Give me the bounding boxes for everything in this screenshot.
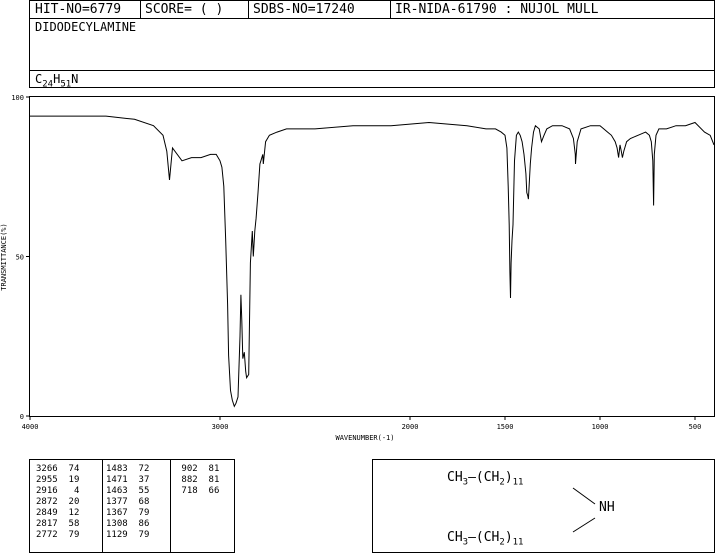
x-axis-label: WAVENUMBER(-1) [335,434,394,442]
score: SCORE= ( ) [145,2,224,17]
peak-table: 3266 74 2955 19 2916 4 2872 20 2849 12 2817 5… [29,459,235,553]
peak-transmittance: 72 [127,464,150,474]
peak-row: 2849 12 [36,508,79,519]
peak-row: 1483 72 [106,464,149,475]
peak-transmittance: 81 [197,475,220,485]
bond-lines [572,487,596,533]
peak-transmittance: 19 [57,475,80,485]
y-tick-label: 100 [11,94,24,102]
y-axis-label: TRANSMITTANCE(%) [0,223,8,290]
peak-wavenumber: 1308 [106,519,128,529]
peak-row: 2772 79 [36,530,79,541]
ir-nida-info: IR-NIDA-61790 : NUJOL MULL [395,2,599,17]
x-tick-label: 2000 [402,423,419,431]
peak-transmittance: 68 [127,497,150,507]
peak-transmittance: 81 [197,464,220,474]
x-tick-label: 1500 [497,423,514,431]
y-tick-label: 0 [20,413,24,421]
peak-transmittance: 74 [57,464,80,474]
peak-wavenumber: 882 [176,475,198,485]
peak-wavenumber: 2817 [36,519,58,529]
peak-wavenumber: 3266 [36,464,58,474]
structure-row-1: CH3—(CH2)11 [447,470,524,488]
peak-row: 1367 79 [106,508,149,519]
x-axis-ticks: 4000 3000 2000 1500 1000 500 [22,416,702,431]
amine-nh: NH [599,500,615,515]
structure-row-2: CH3—(CH2)11 [447,530,524,548]
hit-number: HIT-NO=6779 [35,2,122,17]
structure-box: CH3—(CH2)11 NH CH3—(CH2)11 [372,459,715,553]
peak-transmittance: 20 [57,497,80,507]
peak-row: 902 81 [176,464,219,475]
peak-column-3: 902 81 882 81 718 66 [176,464,219,497]
x-tick-label: 500 [689,423,702,431]
x-tick-label: 3000 [212,423,229,431]
peak-transmittance: 86 [127,519,150,529]
peak-wavenumber: 1471 [106,475,128,485]
peak-transmittance: 79 [127,508,150,518]
peak-row: 2955 19 [36,475,79,486]
peak-row: 882 81 [176,475,219,486]
peak-wavenumber: 1483 [106,464,128,474]
ir-spectrum-chart: 4000 3000 2000 1500 1000 500 0 50 100 WAVENUMBE… [0,94,715,442]
peak-wavenumber: 2955 [36,475,58,485]
peak-row: 1377 68 [106,497,149,508]
x-tick-label: 4000 [22,423,39,431]
peak-wavenumber: 2916 [36,486,58,496]
peak-row: 1463 55 [106,486,149,497]
peak-transmittance: 37 [127,475,150,485]
peak-transmittance: 55 [127,486,150,496]
peak-wavenumber: 2872 [36,497,58,507]
plot-frame [29,96,715,417]
peak-transmittance: 79 [57,530,80,540]
peak-transmittance: 58 [57,519,80,529]
peak-wavenumber: 1463 [106,486,128,496]
peak-transmittance: 79 [127,530,150,540]
peak-row: 2872 20 [36,497,79,508]
y-tick-label: 50 [16,254,24,262]
peak-row: 1308 86 [106,519,149,530]
peak-row: 718 66 [176,486,219,497]
peak-row: 1471 37 [106,475,149,486]
peak-row: 1129 79 [106,530,149,541]
peak-row: 2817 58 [36,519,79,530]
peak-transmittance: 66 [197,486,220,496]
peak-transmittance: 4 [57,486,80,496]
peak-transmittance: 12 [57,508,80,518]
peak-wavenumber: 1377 [106,497,128,507]
peak-column-2: 1483 72 1471 37 1463 55 1377 68 1367 79 1308 … [106,464,149,541]
spectrum-line [30,115,715,408]
peak-wavenumber: 902 [176,464,198,474]
peak-wavenumber: 1367 [106,508,128,518]
sdbs-number: SDBS-NO=17240 [253,2,355,17]
peak-wavenumber: 718 [176,486,198,496]
peak-row: 2916 4 [36,486,79,497]
x-tick-label: 1000 [592,423,609,431]
peak-wavenumber: 2772 [36,530,58,540]
peak-wavenumber: 1129 [106,530,128,540]
y-axis-ticks: 0 50 100 [11,94,30,421]
compound-name: DIDODECYLAMINE [35,20,137,34]
peak-row: 3266 74 [36,464,79,475]
molecular-formula: C24H51N [35,72,79,90]
peak-column-1: 3266 74 2955 19 2916 4 2872 20 2849 12 2817 5… [36,464,79,541]
peak-wavenumber: 2849 [36,508,58,518]
